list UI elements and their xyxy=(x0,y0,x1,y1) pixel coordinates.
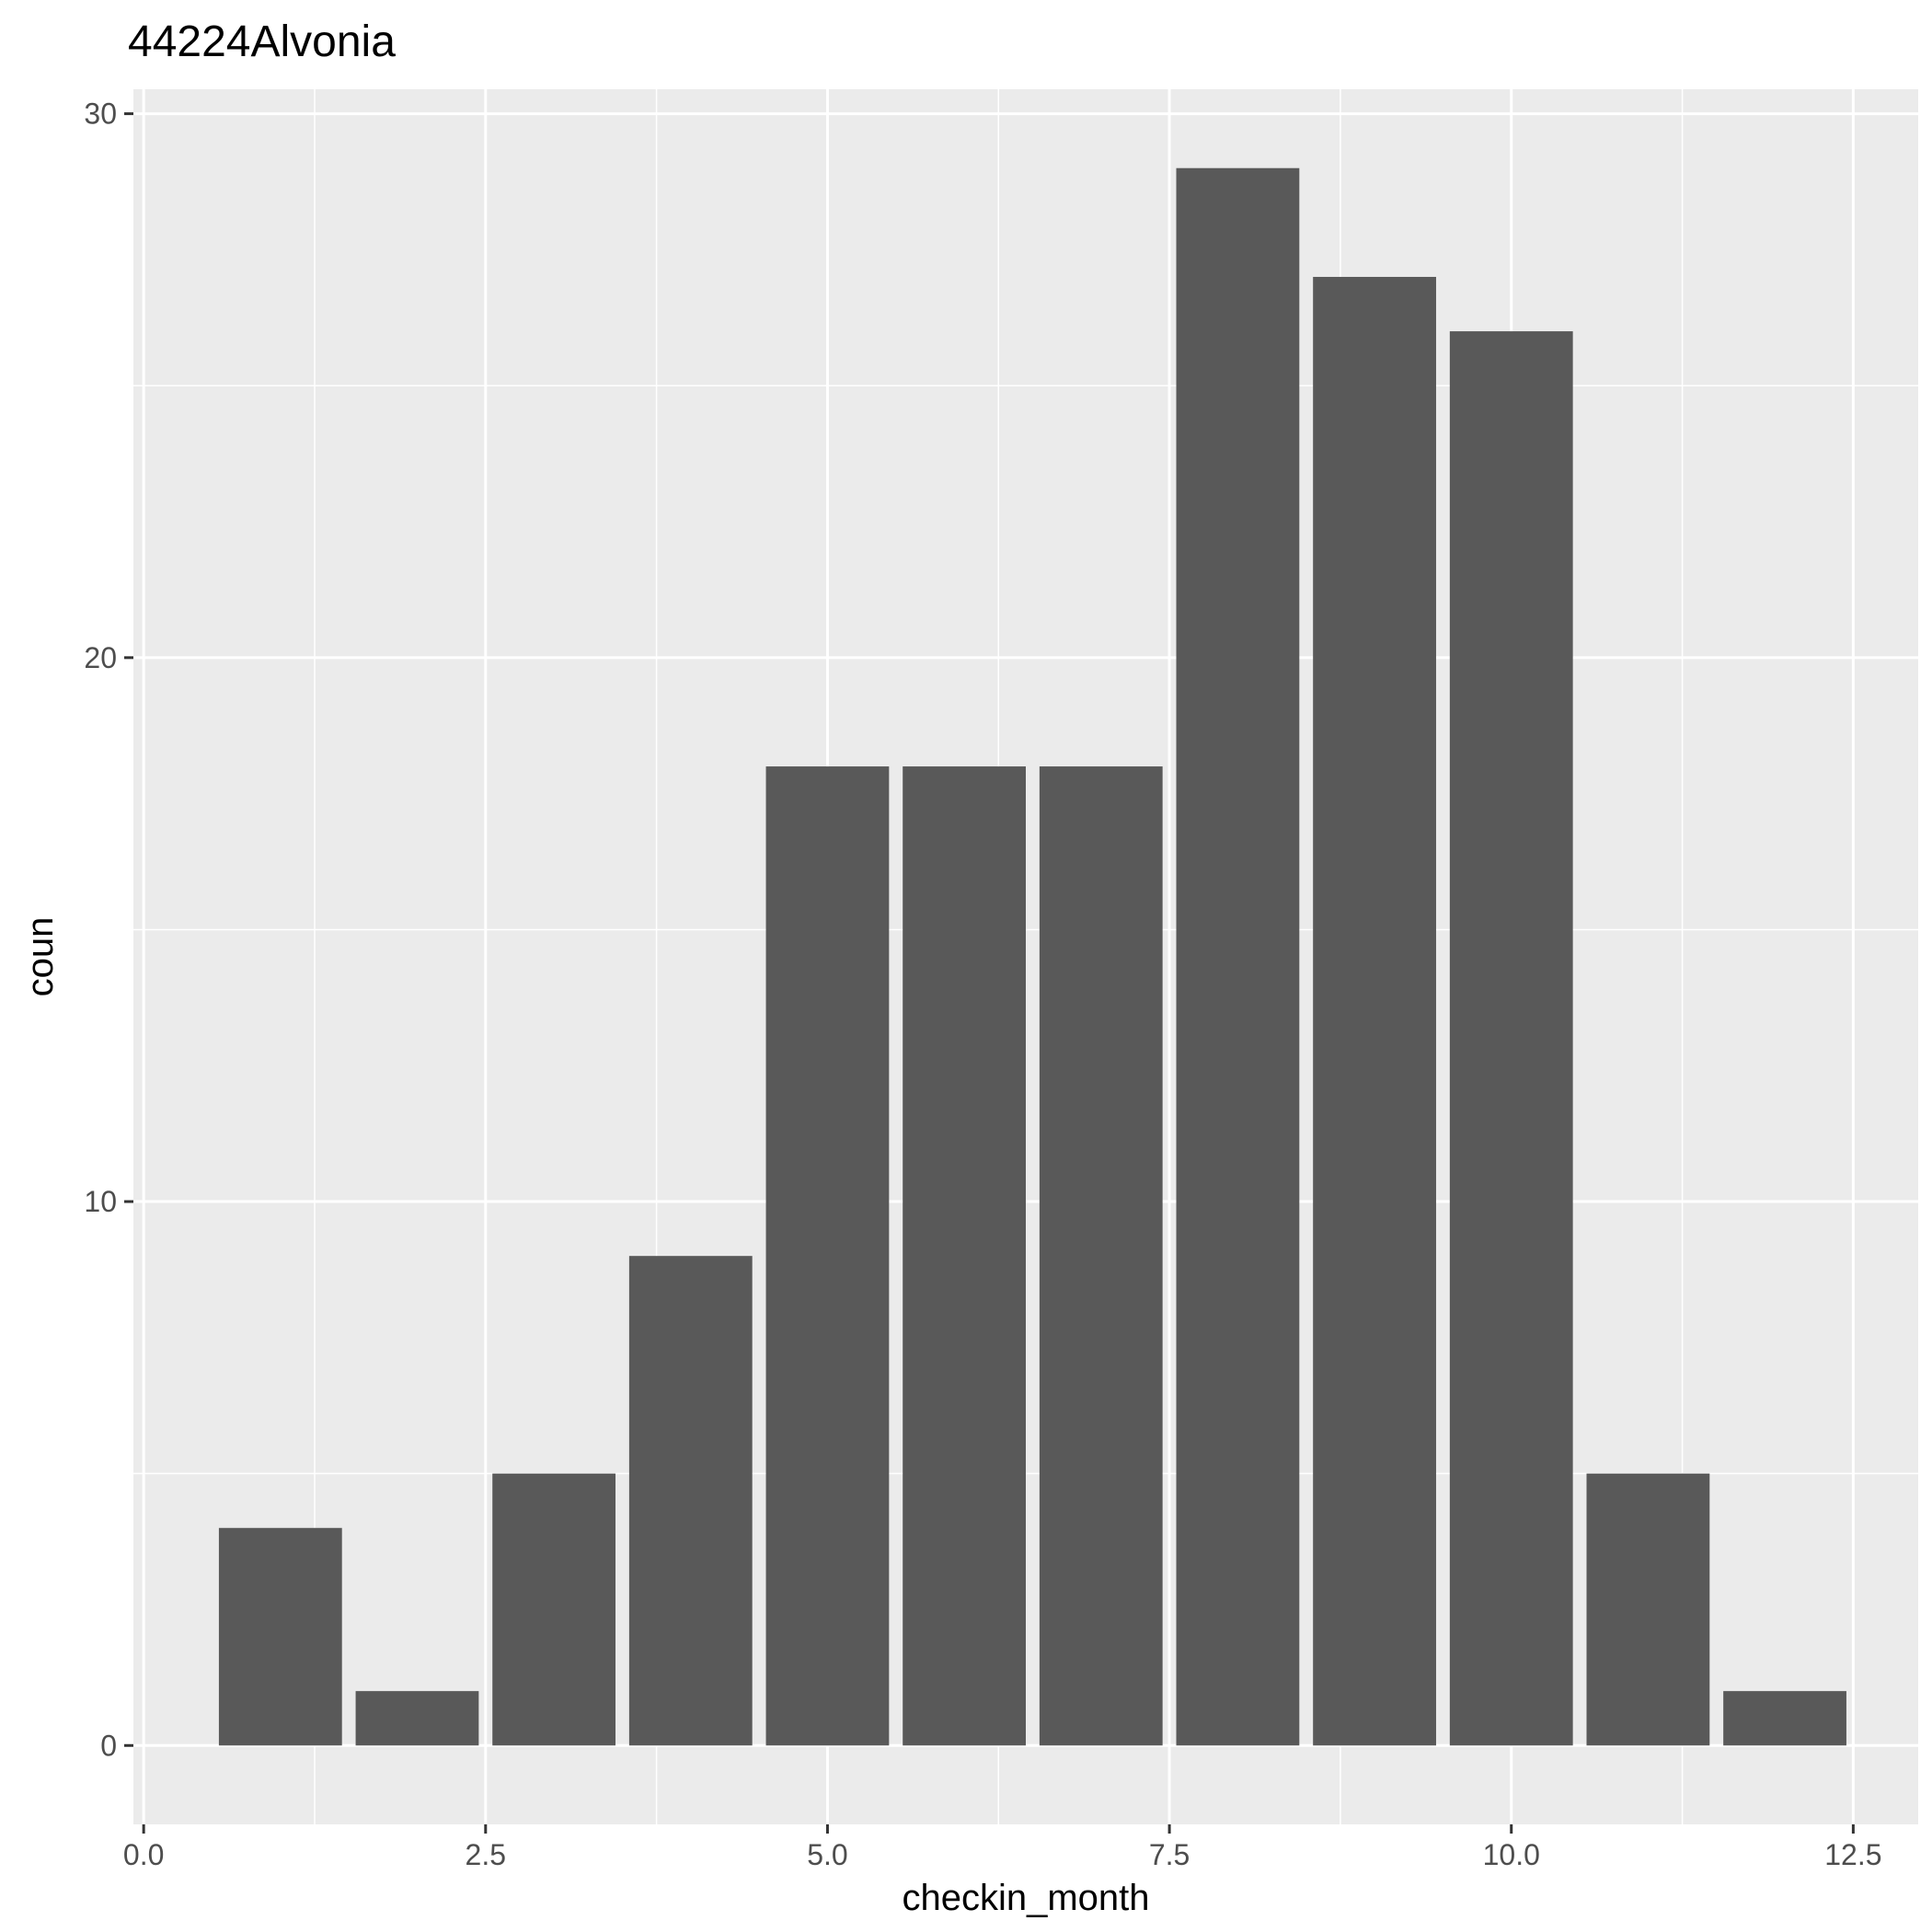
x-tick-label: 5.0 xyxy=(807,1838,847,1871)
y-tick-label: 30 xyxy=(84,98,117,131)
bar-month-1 xyxy=(218,1527,342,1746)
bar-month-2 xyxy=(355,1691,479,1746)
bar-month-9 xyxy=(1313,276,1436,1746)
y-tick-label: 0 xyxy=(100,1729,117,1762)
y-axis-label: coun xyxy=(20,917,61,997)
x-tick-label: 2.5 xyxy=(466,1838,506,1871)
x-axis-label: checkin_month xyxy=(902,1878,1149,1918)
bars xyxy=(218,167,1846,1746)
bar-month-5 xyxy=(765,766,890,1746)
y-tick-label: 20 xyxy=(84,641,117,674)
x-tick-label: 12.5 xyxy=(1824,1838,1881,1871)
bar-month-3 xyxy=(492,1473,616,1746)
x-tick-label: 10.0 xyxy=(1483,1838,1540,1871)
chart-title: 44224Alvonia xyxy=(128,17,396,66)
bar-month-8 xyxy=(1176,167,1300,1746)
y-axis: 0 10 20 30 xyxy=(84,98,133,1762)
bar-month-11 xyxy=(1586,1473,1710,1746)
bar-month-6 xyxy=(903,766,1026,1746)
x-tick-label: 7.5 xyxy=(1149,1838,1190,1871)
bar-month-10 xyxy=(1449,331,1573,1746)
bar-month-7 xyxy=(1039,766,1163,1746)
bar-month-4 xyxy=(628,1256,753,1746)
y-tick-label: 10 xyxy=(84,1185,117,1218)
x-tick-label: 0.0 xyxy=(123,1838,164,1871)
bar-month-12 xyxy=(1723,1691,1846,1746)
x-axis: 0.0 2.5 5.0 7.5 10.0 12.5 xyxy=(123,1824,1882,1871)
